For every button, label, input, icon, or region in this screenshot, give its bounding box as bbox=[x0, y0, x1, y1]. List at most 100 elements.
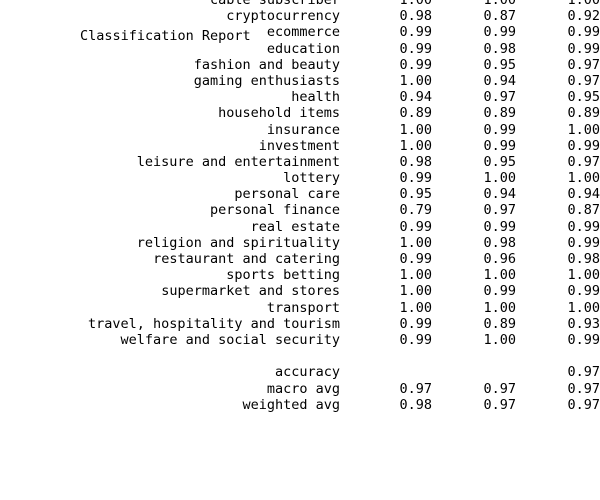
f1-score-value: 1.00 bbox=[567, 0, 600, 8]
recall-value: 0.96 bbox=[483, 251, 516, 267]
row-label: weighted avg bbox=[242, 396, 340, 413]
recall-value: 1.00 bbox=[483, 331, 516, 348]
row-label: health bbox=[291, 89, 340, 106]
report-row: education 0.99 0.98 0.99 bbox=[0, 41, 600, 57]
recall-value: 0.97 bbox=[483, 89, 516, 106]
recall-value: 0.97 bbox=[483, 396, 516, 413]
recall-value: 0.95 bbox=[483, 56, 516, 73]
report-row: real estate 0.99 0.99 0.99 bbox=[0, 219, 600, 235]
precision-value: 0.95 bbox=[399, 186, 432, 203]
report-row: health 0.94 0.97 0.95 bbox=[0, 89, 600, 105]
precision-value: 1.00 bbox=[399, 72, 432, 89]
f1-score-value: 0.95 bbox=[567, 89, 600, 106]
recall-value: 0.99 bbox=[483, 283, 516, 300]
recall-value: 1.00 bbox=[483, 0, 516, 8]
f1-score-value: 0.97 bbox=[567, 153, 600, 170]
row-label: sports betting bbox=[226, 267, 340, 284]
row-label: household items bbox=[218, 105, 340, 122]
report-row: restaurant and catering 0.99 0.96 0.98 bbox=[0, 251, 600, 267]
recall-value: 0.94 bbox=[483, 72, 516, 89]
recall-value: 0.97 bbox=[483, 380, 516, 397]
row-label: accuracy bbox=[274, 364, 340, 381]
report-rows: cable subscriber 1.00 1.00 1.00 cryptocurren… bbox=[0, 0, 600, 413]
f1-score-value: 0.99 bbox=[567, 283, 600, 300]
f1-score-value: 1.00 bbox=[567, 299, 600, 316]
row-spacer bbox=[0, 348, 600, 364]
row-label: personal care bbox=[234, 186, 340, 203]
row-label: supermarket and stores bbox=[161, 283, 340, 300]
report-row: accuracy 0.97 bbox=[0, 364, 600, 380]
f1-score-value: 0.87 bbox=[567, 202, 600, 219]
row-label: real estate bbox=[250, 218, 340, 235]
f1-score-value: 0.98 bbox=[567, 251, 600, 267]
recall-value: 1.00 bbox=[483, 170, 516, 187]
report-row: investment 1.00 0.99 0.99 bbox=[0, 138, 600, 154]
precision-value: 0.99 bbox=[399, 251, 432, 267]
recall-value: 0.94 bbox=[483, 186, 516, 203]
f1-score-value: 0.99 bbox=[567, 234, 600, 251]
precision-value: 1.00 bbox=[399, 121, 432, 138]
f1-score-value: 0.99 bbox=[567, 24, 600, 41]
row-label: cryptocurrency bbox=[226, 8, 340, 25]
f1-score-value: 0.97 bbox=[567, 72, 600, 89]
recall-value: 0.95 bbox=[483, 153, 516, 170]
report-row: personal finance 0.79 0.97 0.87 bbox=[0, 202, 600, 218]
report-row: cable subscriber 1.00 1.00 1.00 bbox=[0, 0, 600, 8]
recall-value: 0.99 bbox=[483, 137, 516, 154]
recall-value: 0.87 bbox=[483, 8, 516, 25]
row-label: leisure and entertainment bbox=[136, 153, 340, 170]
recall-value: 0.89 bbox=[483, 315, 516, 332]
report-row: gaming enthusiasts 1.00 0.94 0.97 bbox=[0, 73, 600, 89]
row-label: macro avg bbox=[266, 380, 340, 397]
f1-score-value: 0.89 bbox=[567, 105, 600, 122]
report-row: welfare and social security 0.99 1.00 0.99 bbox=[0, 332, 600, 348]
precision-value: 0.99 bbox=[399, 170, 432, 187]
row-label: investment bbox=[258, 137, 340, 154]
precision-value: 0.79 bbox=[399, 202, 432, 219]
recall-value: 0.99 bbox=[483, 218, 516, 235]
report-row: lottery 0.99 1.00 1.00 bbox=[0, 170, 600, 186]
precision-value: 1.00 bbox=[399, 267, 432, 284]
precision-value: 0.97 bbox=[399, 380, 432, 397]
recall-value: 1.00 bbox=[483, 299, 516, 316]
report-row: travel, hospitality and tourism 0.99 0.89 0… bbox=[0, 316, 600, 332]
f1-score-value: 0.94 bbox=[567, 186, 600, 203]
recall-value: 0.99 bbox=[483, 121, 516, 138]
report-row: weighted avg 0.98 0.97 0.97 bbox=[0, 397, 600, 413]
row-label: lottery bbox=[283, 170, 340, 187]
row-label: religion and spirituality bbox=[136, 234, 340, 251]
precision-value: 0.99 bbox=[399, 331, 432, 348]
precision-value: 0.89 bbox=[399, 105, 432, 122]
precision-value: 0.99 bbox=[399, 40, 432, 57]
report-row: insurance 1.00 0.99 1.00 bbox=[0, 122, 600, 138]
f1-score-value: 0.92 bbox=[567, 8, 600, 25]
f1-score-value: 1.00 bbox=[567, 170, 600, 187]
report-row: cryptocurrency 0.98 0.87 0.92 bbox=[0, 8, 600, 24]
f1-score-value: 0.99 bbox=[567, 40, 600, 57]
recall-value: 0.98 bbox=[483, 40, 516, 57]
precision-value: 1.00 bbox=[399, 137, 432, 154]
recall-value: 0.98 bbox=[483, 234, 516, 251]
row-label: insurance bbox=[266, 121, 340, 138]
precision-value: 1.00 bbox=[399, 0, 432, 8]
report-row: religion and spirituality 1.00 0.98 0.99 bbox=[0, 235, 600, 251]
report-row: household items 0.89 0.89 0.89 bbox=[0, 105, 600, 121]
row-label: fashion and beauty bbox=[193, 56, 340, 73]
recall-value: 0.99 bbox=[483, 24, 516, 41]
precision-value: 1.00 bbox=[399, 299, 432, 316]
recall-value: 1.00 bbox=[483, 267, 516, 284]
row-label: transport bbox=[266, 299, 340, 316]
precision-value: 0.99 bbox=[399, 218, 432, 235]
f1-score-value: 1.00 bbox=[567, 267, 600, 284]
f1-score-value: 0.97 bbox=[567, 380, 600, 397]
report-row: fashion and beauty 0.99 0.95 0.97 bbox=[0, 57, 600, 73]
precision-value: 0.98 bbox=[399, 8, 432, 25]
recall-value: 0.97 bbox=[483, 202, 516, 219]
report-row: personal care 0.95 0.94 0.94 bbox=[0, 186, 600, 202]
f1-score-value: 0.99 bbox=[567, 218, 600, 235]
f1-score-value: 1.00 bbox=[567, 121, 600, 138]
row-label: personal finance bbox=[209, 202, 340, 219]
precision-value: 0.99 bbox=[399, 24, 432, 41]
row-label: travel, hospitality and tourism bbox=[88, 315, 340, 332]
f1-score-value: 0.93 bbox=[567, 315, 600, 332]
